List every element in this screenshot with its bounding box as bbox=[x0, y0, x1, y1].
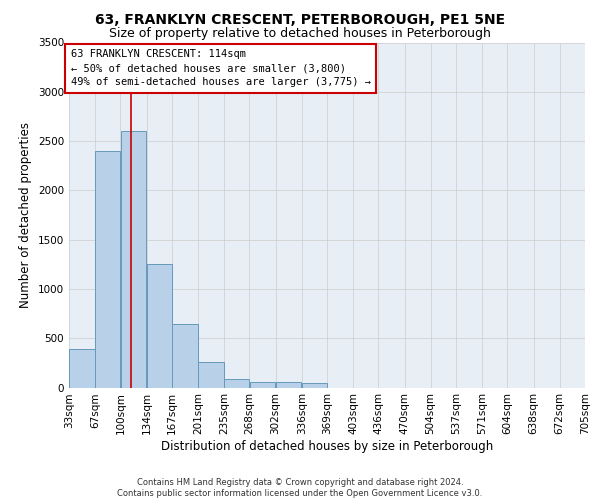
Bar bbox=[250, 382, 275, 388]
Bar bbox=[147, 264, 172, 388]
Bar bbox=[95, 151, 120, 388]
Text: Contains HM Land Registry data © Crown copyright and database right 2024.
Contai: Contains HM Land Registry data © Crown c… bbox=[118, 478, 482, 498]
Bar bbox=[121, 131, 146, 388]
Y-axis label: Number of detached properties: Number of detached properties bbox=[19, 122, 32, 308]
Text: Size of property relative to detached houses in Peterborough: Size of property relative to detached ho… bbox=[109, 28, 491, 40]
Text: 63, FRANKLYN CRESCENT, PETERBOROUGH, PE1 5NE: 63, FRANKLYN CRESCENT, PETERBOROUGH, PE1… bbox=[95, 12, 505, 26]
Text: 63 FRANKLYN CRESCENT: 114sqm
← 50% of detached houses are smaller (3,800)
49% of: 63 FRANKLYN CRESCENT: 114sqm ← 50% of de… bbox=[71, 50, 371, 88]
Bar bbox=[276, 382, 301, 388]
Bar bbox=[302, 383, 326, 388]
Bar bbox=[224, 378, 249, 388]
Bar bbox=[199, 362, 224, 388]
Bar bbox=[172, 324, 197, 388]
Bar bbox=[70, 349, 95, 388]
X-axis label: Distribution of detached houses by size in Peterborough: Distribution of detached houses by size … bbox=[161, 440, 493, 453]
